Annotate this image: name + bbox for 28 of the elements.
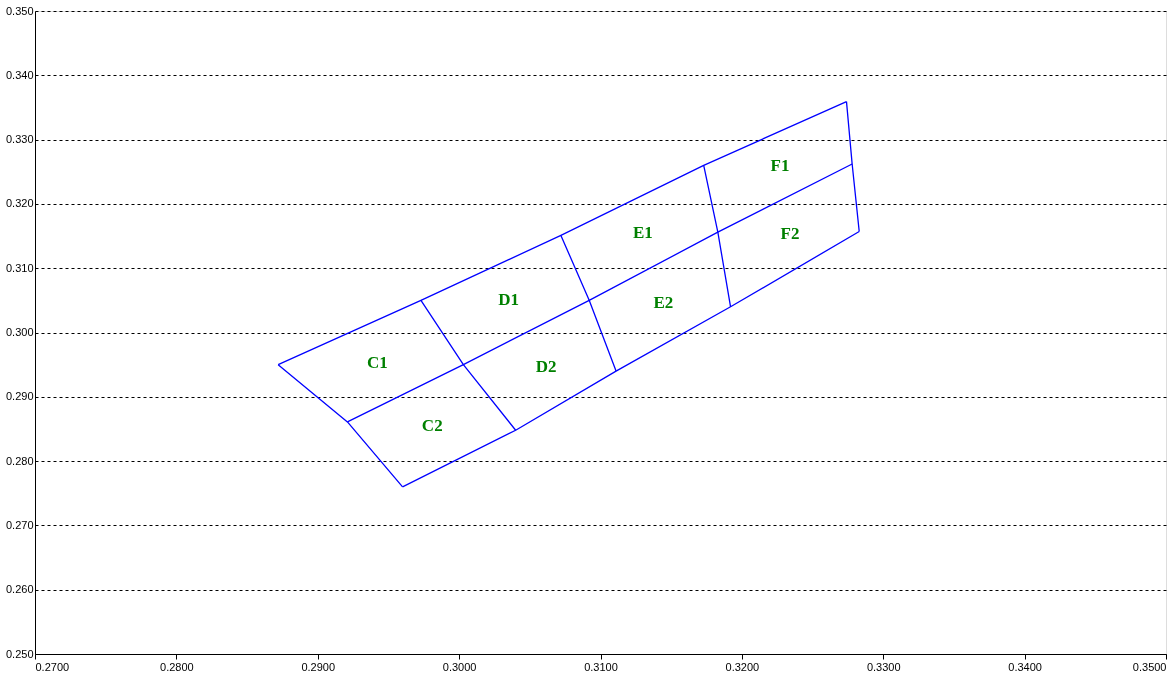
x-tick-label: 0.2900 bbox=[301, 660, 336, 673]
annotation: F2 bbox=[780, 223, 800, 243]
y-tick-label: 0.250 bbox=[5, 647, 34, 660]
x-tick-label: 0.3100 bbox=[584, 660, 618, 673]
y-tick-label: 0.350 bbox=[5, 4, 34, 17]
y-tick-label: 0.320 bbox=[5, 197, 34, 210]
annotation: F1 bbox=[770, 155, 790, 175]
x-tick-label: 0.2700 bbox=[35, 660, 70, 673]
y-tick-label: 0.340 bbox=[5, 68, 34, 81]
annotation: C2 bbox=[421, 415, 443, 435]
y-tick-label: 0.270 bbox=[5, 518, 34, 531]
annotation: D2 bbox=[535, 356, 557, 376]
annotation: E2 bbox=[653, 292, 674, 312]
y-tick-label: 0.280 bbox=[5, 454, 34, 467]
annotation: C1 bbox=[367, 352, 388, 372]
x-tick-label: 0.3400 bbox=[1008, 660, 1042, 673]
annotation: D1 bbox=[498, 290, 519, 310]
y-tick-label: 0.260 bbox=[5, 583, 34, 596]
x-tick-label: 0.3500 bbox=[1132, 660, 1167, 673]
y-tick-label: 0.300 bbox=[5, 326, 34, 338]
y-tick-label: 0.290 bbox=[5, 390, 34, 403]
y-tick-label: 0.310 bbox=[5, 261, 34, 274]
x-tick-label: 0.3200 bbox=[725, 660, 760, 673]
x-tick-label: 0.2800 bbox=[160, 660, 194, 673]
y-tick-label: 0.330 bbox=[5, 133, 34, 146]
x-tick-label: 0.3300 bbox=[866, 660, 901, 673]
annotation: E1 bbox=[632, 223, 653, 243]
x-tick-label: 0.3000 bbox=[442, 660, 477, 673]
